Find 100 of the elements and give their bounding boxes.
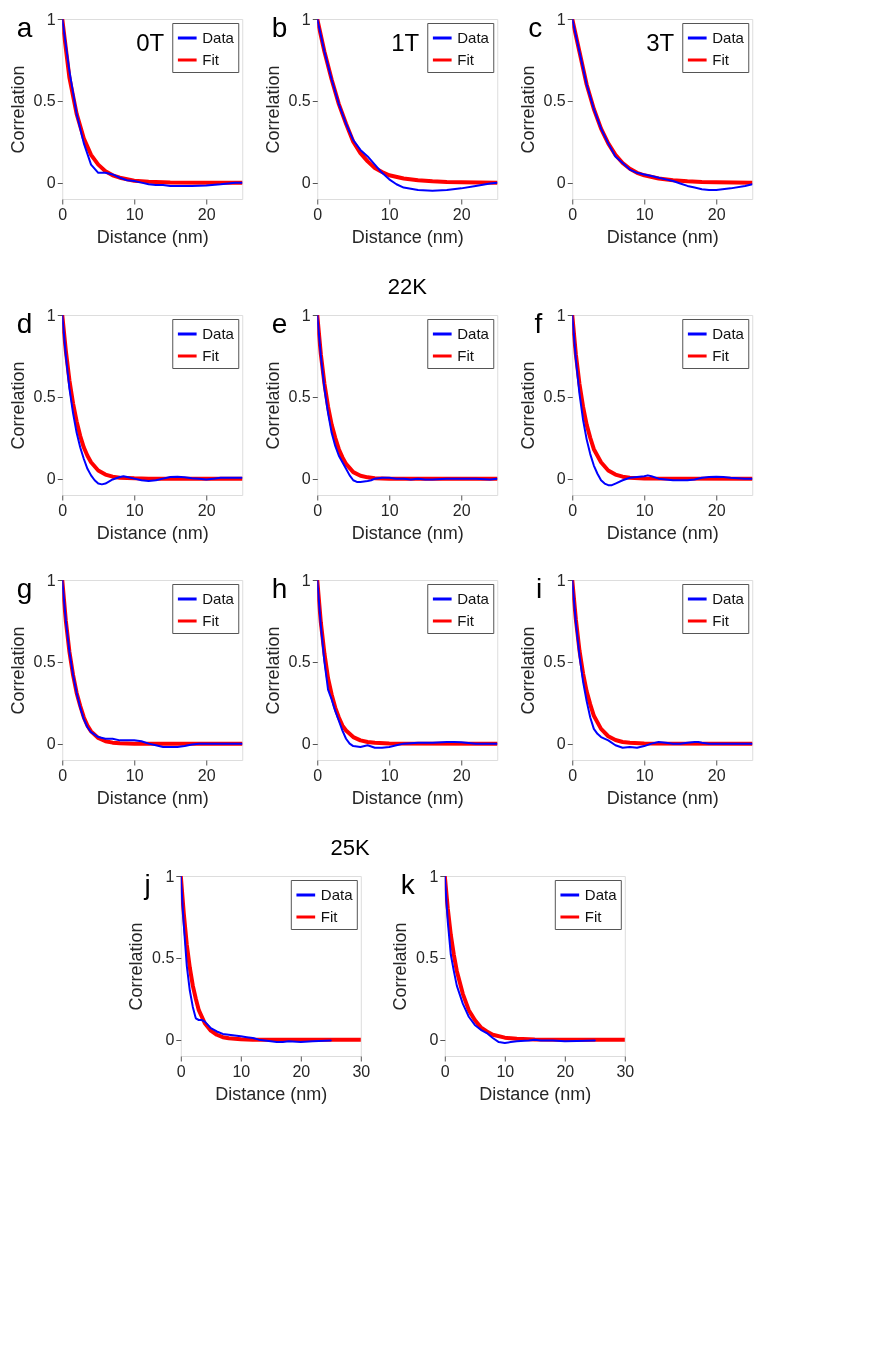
legend-label: Data bbox=[712, 325, 745, 342]
y-tick-label: 0.5 bbox=[33, 388, 56, 406]
y-axis-title: Correlation bbox=[517, 361, 538, 450]
text: j bbox=[143, 869, 151, 900]
legend-label: Fit bbox=[712, 612, 730, 629]
y-tick-label: 0 bbox=[46, 174, 56, 192]
x-tick-label: 20 bbox=[707, 766, 726, 784]
annotation: 0T bbox=[136, 29, 165, 56]
text: g bbox=[16, 573, 33, 604]
x-tick-label: 20 bbox=[452, 205, 471, 223]
y-tick-label: 0 bbox=[556, 735, 566, 753]
y-tick-label: 0 bbox=[46, 735, 56, 753]
x-axis-title: Distance (nm) bbox=[96, 226, 209, 247]
legend-label: Fit bbox=[457, 347, 475, 364]
x-tick-label: 20 bbox=[292, 1062, 311, 1080]
y-tick-label: 0.5 bbox=[288, 92, 311, 110]
y-tick-label: 0 bbox=[165, 1031, 175, 1049]
x-tick-label: 0 bbox=[313, 766, 323, 784]
legend-label: Fit bbox=[202, 51, 220, 68]
y-axis-title: Correlation bbox=[7, 65, 28, 154]
y-tick-label: 0.5 bbox=[288, 653, 311, 671]
x-tick-label: 0 bbox=[58, 501, 68, 519]
y-tick-label: 0.5 bbox=[543, 92, 566, 110]
text: k bbox=[400, 869, 416, 900]
x-tick-label: 20 bbox=[197, 205, 216, 223]
x-axis-title: Distance (nm) bbox=[96, 522, 209, 543]
legend-label: Data bbox=[320, 886, 354, 903]
x-axis-title: Distance (nm) bbox=[351, 522, 464, 543]
legend-label: Data bbox=[712, 590, 745, 607]
y-tick-label: 0.5 bbox=[543, 388, 566, 406]
y-tick-label: 0 bbox=[429, 1031, 439, 1049]
y-tick-label: 1 bbox=[46, 10, 56, 28]
x-tick-label: 20 bbox=[707, 501, 726, 519]
y-tick-label: 0 bbox=[301, 735, 311, 753]
x-tick-label: 0 bbox=[440, 1062, 450, 1080]
text: d bbox=[16, 308, 33, 339]
x-tick-label: 10 bbox=[635, 501, 654, 519]
y-tick-label: 1 bbox=[556, 306, 566, 324]
x-tick-label: 10 bbox=[380, 501, 399, 519]
legend-label: Data bbox=[202, 325, 235, 342]
x-tick-label: 0 bbox=[568, 205, 578, 223]
legend-label: Fit bbox=[457, 612, 475, 629]
x-tick-label: 10 bbox=[635, 766, 654, 784]
x-tick-label: 10 bbox=[125, 205, 144, 223]
x-tick-label: 10 bbox=[232, 1062, 251, 1080]
text: a bbox=[16, 12, 33, 43]
y-axis-title: Correlation bbox=[126, 922, 147, 1011]
legend-label: Fit bbox=[457, 51, 475, 68]
y-axis-title: Correlation bbox=[262, 626, 283, 715]
y-tick-label: 0.5 bbox=[416, 949, 439, 967]
y-tick-label: 1 bbox=[301, 306, 311, 324]
text: i bbox=[536, 573, 543, 604]
x-tick-label: 20 bbox=[452, 766, 471, 784]
x-tick-label: 10 bbox=[125, 766, 144, 784]
y-axis-title: Correlation bbox=[7, 361, 28, 450]
y-tick-label: 0.5 bbox=[152, 949, 175, 967]
x-axis-title: Distance (nm) bbox=[479, 1083, 592, 1104]
text: e bbox=[271, 308, 288, 339]
y-axis-title: Correlation bbox=[517, 65, 538, 154]
x-tick-label: 0 bbox=[313, 501, 323, 519]
x-axis-title: Distance (nm) bbox=[606, 787, 719, 808]
text: b bbox=[271, 12, 288, 43]
y-axis-title: Correlation bbox=[262, 361, 283, 450]
y-tick-label: 0.5 bbox=[33, 653, 56, 671]
y-tick-label: 1 bbox=[301, 571, 311, 589]
x-axis-title: Distance (nm) bbox=[606, 226, 719, 247]
x-tick-label: 30 bbox=[352, 1062, 371, 1080]
x-tick-label: 0 bbox=[568, 766, 578, 784]
chart-title: 25K bbox=[330, 835, 371, 860]
y-tick-label: 1 bbox=[556, 571, 566, 589]
x-axis-title: Distance (nm) bbox=[606, 522, 719, 543]
legend-label: Data bbox=[584, 886, 618, 903]
legend-label: Fit bbox=[202, 347, 220, 364]
y-axis-title: Correlation bbox=[390, 922, 411, 1011]
x-tick-label: 0 bbox=[176, 1062, 186, 1080]
x-tick-label: 10 bbox=[635, 205, 654, 223]
text: f bbox=[534, 308, 543, 339]
legend-label: Data bbox=[202, 29, 235, 46]
x-tick-label: 0 bbox=[313, 205, 323, 223]
y-tick-label: 0.5 bbox=[543, 653, 566, 671]
text: h bbox=[271, 573, 288, 604]
x-tick-label: 0 bbox=[568, 501, 578, 519]
y-tick-label: 1 bbox=[46, 571, 56, 589]
x-tick-label: 10 bbox=[380, 766, 399, 784]
x-tick-label: 10 bbox=[496, 1062, 515, 1080]
legend-label: Fit bbox=[712, 347, 730, 364]
x-axis-title: Distance (nm) bbox=[215, 1083, 328, 1104]
x-tick-label: 10 bbox=[125, 501, 144, 519]
x-axis-title: Distance (nm) bbox=[96, 787, 209, 808]
legend-label: Data bbox=[712, 29, 745, 46]
y-tick-label: 0 bbox=[556, 174, 566, 192]
y-axis-title: Correlation bbox=[7, 626, 28, 715]
x-tick-label: 20 bbox=[556, 1062, 575, 1080]
x-tick-label: 0 bbox=[58, 205, 68, 223]
legend-label: Data bbox=[457, 325, 490, 342]
y-tick-label: 0 bbox=[46, 470, 56, 488]
x-tick-label: 0 bbox=[58, 766, 68, 784]
y-axis-title: Correlation bbox=[262, 65, 283, 154]
chart-title: 22K bbox=[387, 274, 428, 299]
x-tick-label: 20 bbox=[197, 501, 216, 519]
